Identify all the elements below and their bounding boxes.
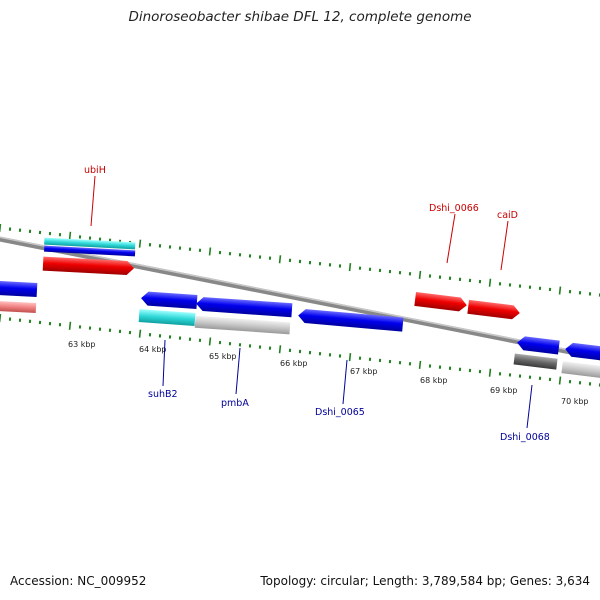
scale-label: 63 kbp xyxy=(68,340,96,349)
major-tick xyxy=(138,329,142,338)
gene-label-ubiH[interactable]: ubiH xyxy=(84,165,106,176)
major-tick xyxy=(278,255,282,264)
scale-labels: 63 kbp 64 kbp 65 kbp 66 kbp 67 kbp 68 kb… xyxy=(68,340,589,406)
feature-suhB2-rna[interactable] xyxy=(138,309,196,326)
genome-backbone xyxy=(0,230,600,371)
major-tick xyxy=(348,353,352,362)
major-tick xyxy=(488,368,492,377)
scale-label: 66 kbp xyxy=(280,359,308,368)
gene-label-Dshi_0066[interactable]: Dshi_0066 xyxy=(429,203,479,214)
map-title: Dinoroseobacter shibae DFL 12, complete … xyxy=(128,9,472,25)
major-tick xyxy=(348,263,352,272)
major-tick xyxy=(278,345,282,354)
gene-label-suhB2[interactable]: suhB2 xyxy=(148,389,178,400)
major-tick xyxy=(68,231,72,240)
major-tick xyxy=(208,247,212,256)
feature-suhB2[interactable] xyxy=(141,291,198,310)
scale-label: 64 kbp xyxy=(139,345,167,354)
gene-label-caiD[interactable]: caiD xyxy=(497,210,518,221)
feature-right-blue[interactable] xyxy=(564,342,600,362)
feature-Dshi_0068[interactable] xyxy=(516,335,560,355)
gene-label-Dshi_0068[interactable]: Dshi_0068 xyxy=(500,432,550,443)
feature-right-grey[interactable] xyxy=(561,361,600,379)
accession-text: Accession: NC_009952 xyxy=(10,574,147,588)
feature-left-pink[interactable] xyxy=(0,300,37,314)
gene-labels: ubiH Dshi_0066 caiD suhB2 pmbA Dshi_0065… xyxy=(84,165,550,443)
major-tick xyxy=(558,286,562,295)
major-tick xyxy=(558,376,562,385)
feature-Dshi_0068-dark[interactable] xyxy=(513,353,558,370)
feature-pmbA-pseudo[interactable] xyxy=(194,315,291,335)
major-tick xyxy=(488,278,492,287)
feature-caiD[interactable] xyxy=(467,299,520,320)
major-tick xyxy=(68,321,72,330)
major-tick xyxy=(138,239,142,248)
feature-left-blue[interactable] xyxy=(0,280,38,297)
scale-label: 70 kbp xyxy=(561,397,589,406)
scale-label: 68 kbp xyxy=(420,376,448,385)
major-tick xyxy=(208,337,212,346)
gene-label-Dshi_0065[interactable]: Dshi_0065 xyxy=(315,407,365,418)
feature-ubiH-rna-blue[interactable] xyxy=(44,245,136,257)
scale-label: 69 kbp xyxy=(490,386,518,395)
feature-ubiH[interactable] xyxy=(42,256,135,276)
genome-summary-text: Topology: circular; Length: 3,789,584 bp… xyxy=(260,574,590,588)
major-tick xyxy=(418,360,422,369)
feature-pmbA[interactable] xyxy=(196,297,293,318)
scale-label: 65 kbp xyxy=(209,352,237,361)
scale-label: 67 kbp xyxy=(350,367,378,376)
gene-label-pmbA[interactable]: pmbA xyxy=(221,398,249,409)
feature-Dshi_0065[interactable] xyxy=(298,308,404,332)
feature-Dshi_0066[interactable] xyxy=(414,292,467,312)
feature-ubiH-rna-cyan[interactable] xyxy=(44,237,136,250)
major-tick xyxy=(418,270,422,279)
tick-track-inner xyxy=(0,313,600,387)
